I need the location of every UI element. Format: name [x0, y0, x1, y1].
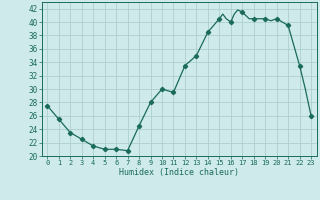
X-axis label: Humidex (Indice chaleur): Humidex (Indice chaleur)	[119, 168, 239, 177]
